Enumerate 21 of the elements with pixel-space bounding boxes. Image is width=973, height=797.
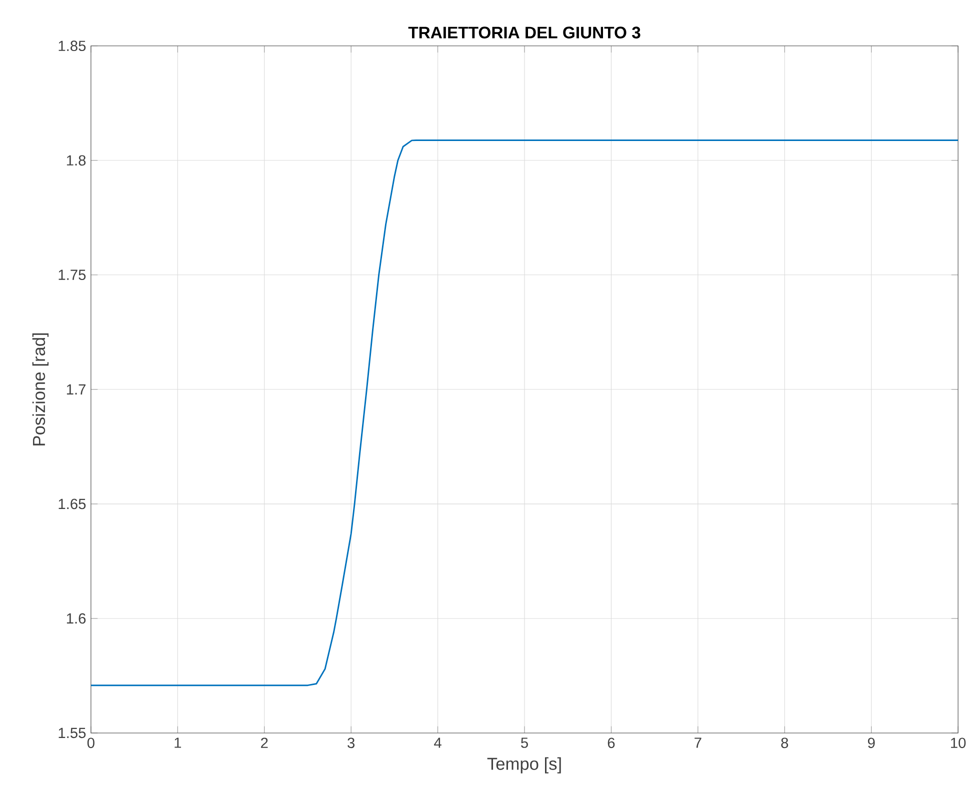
y-tick-label: 1.55 bbox=[58, 728, 86, 738]
x-tick-label: 8 bbox=[781, 738, 788, 748]
y-tick-label: 1.6 bbox=[66, 613, 86, 624]
x-tick-label: 0 bbox=[87, 738, 94, 748]
y-tick-label: 1.85 bbox=[58, 40, 86, 52]
x-tick-label: 7 bbox=[694, 738, 702, 748]
x-tick-label: 4 bbox=[434, 738, 442, 748]
y-tick-label: 1.65 bbox=[58, 498, 86, 510]
x-tick-label: 3 bbox=[348, 738, 355, 748]
x-tick-label: 1 bbox=[174, 738, 182, 748]
x-tick-label: 6 bbox=[608, 738, 615, 748]
x-tick-label: 5 bbox=[521, 738, 528, 748]
x-tick-label: 9 bbox=[868, 738, 875, 748]
x-tick-label: 2 bbox=[261, 738, 268, 748]
chart-title: TRAIETTORIA DEL GIUNTO 3 bbox=[408, 26, 640, 38]
y-tick-label: 1.7 bbox=[66, 384, 86, 394]
x-axis-title: Tempo [s] bbox=[487, 757, 561, 774]
y-axis-title: Posizione [rad] bbox=[32, 333, 49, 446]
y-tick-label: 1.75 bbox=[58, 270, 86, 280]
y-tick-label: 1.8 bbox=[66, 155, 86, 166]
x-tick-label: 10 bbox=[951, 738, 966, 748]
